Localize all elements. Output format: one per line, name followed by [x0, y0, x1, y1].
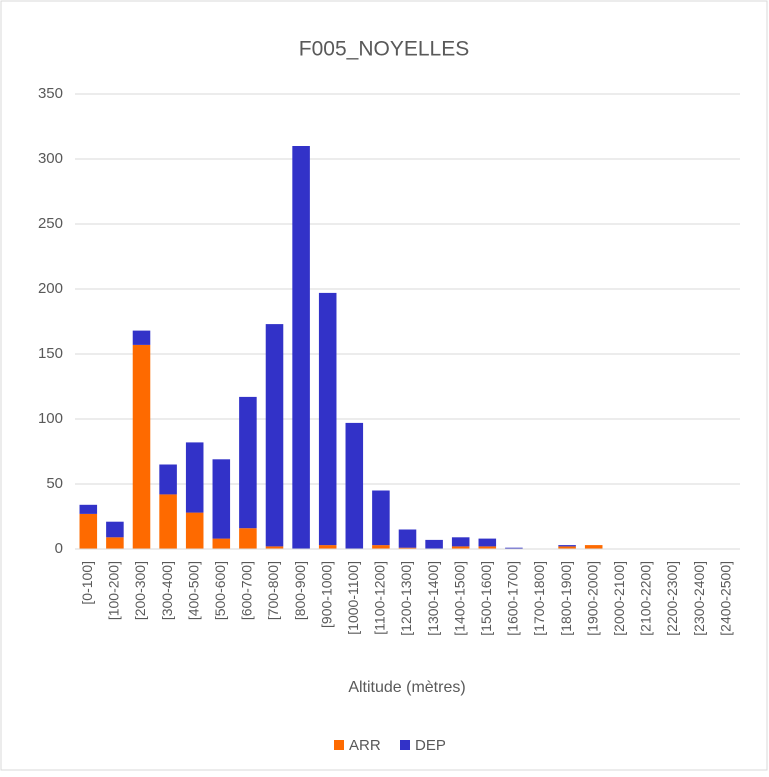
bar-segment: [265, 546, 284, 549]
legend-label: ARR: [349, 737, 381, 754]
x-tick-label: [1600-1700]: [505, 561, 521, 636]
x-tick-label: [200-300]: [132, 561, 148, 620]
bar-segment: [239, 396, 257, 529]
bar-segment: [132, 330, 151, 345]
x-tick-label: [1200-1300]: [398, 561, 414, 636]
bar-segment: [79, 504, 98, 514]
x-tick-label: [2100-2200]: [638, 561, 654, 636]
x-tick-label: [800-900]: [292, 561, 308, 620]
legend-swatch: [400, 740, 410, 750]
y-tick-label: 250: [38, 215, 63, 232]
x-tick-label: [600-700]: [239, 561, 255, 620]
bar-segment: [558, 546, 576, 549]
legend-label: DEP: [415, 737, 446, 754]
bar-segment: [239, 528, 257, 549]
chart-title: F005_NOYELLES: [299, 38, 469, 61]
x-tick-label: [1800-1900]: [558, 561, 574, 636]
bar-segment: [372, 490, 390, 546]
x-tick-label: [1400-1500]: [451, 561, 467, 636]
bar-segment: [584, 545, 603, 549]
x-tick-label: [1500-1600]: [478, 561, 494, 636]
x-tick-label: [2400-2500]: [717, 561, 733, 636]
y-tick-label: 100: [38, 410, 63, 427]
bar-segment: [106, 521, 124, 538]
x-tick-label: [100-200]: [106, 561, 122, 620]
bar-segment: [398, 547, 417, 549]
bar-segment: [478, 546, 497, 549]
bar-segment: [478, 538, 497, 547]
x-tick-label: [2000-2100]: [611, 561, 627, 636]
x-tick-label: [900-1000]: [318, 561, 334, 628]
bar-segment: [558, 545, 576, 547]
bar-segment: [106, 537, 124, 549]
x-tick-label: [500-600]: [212, 561, 228, 620]
x-axis-title: Altitude (mètres): [348, 679, 465, 696]
x-tick-label: [1100-1200]: [372, 561, 388, 635]
x-tick-label: [300-400]: [159, 561, 175, 620]
y-tick-label: 0: [55, 540, 63, 557]
bar-segment: [185, 442, 204, 513]
bar-segment: [292, 146, 310, 549]
x-tick-label: [1700-1800]: [531, 561, 547, 636]
bar-segment: [451, 537, 470, 547]
x-tick-label: [1000-1100]: [345, 561, 361, 635]
x-tick-label: [1300-1400]: [425, 561, 441, 636]
bar-segment: [212, 538, 231, 549]
bar-segment: [265, 324, 284, 547]
legend-swatch: [334, 740, 344, 750]
x-tick-label: [0-100]: [79, 561, 95, 605]
bar-segment: [185, 512, 204, 549]
x-tick-label: [2200-2300]: [664, 561, 680, 636]
bar-segment: [132, 344, 151, 549]
bar-segment: [212, 459, 231, 539]
x-tick-label: [1900-2000]: [584, 561, 600, 636]
x-tick-label: [400-500]: [185, 561, 201, 620]
y-tick-label: 350: [38, 85, 63, 102]
bar-segment: [79, 513, 98, 549]
bar-segment: [372, 545, 390, 549]
bar-segment: [159, 464, 177, 495]
y-tick-label: 50: [46, 475, 63, 492]
bar-segment: [425, 539, 443, 549]
bar-segment: [318, 545, 337, 549]
bar-segment: [159, 494, 177, 549]
bar-segment: [451, 546, 470, 549]
x-tick-label: [700-800]: [265, 561, 281, 620]
bar-segment: [345, 422, 364, 549]
bar-segment: [505, 547, 523, 549]
y-tick-label: 150: [38, 345, 63, 362]
y-tick-label: 300: [38, 150, 63, 167]
y-tick-label: 200: [38, 280, 63, 297]
x-tick-label: [2300-2400]: [691, 561, 707, 636]
bar-segment: [318, 292, 337, 546]
bar-segment: [398, 529, 417, 548]
